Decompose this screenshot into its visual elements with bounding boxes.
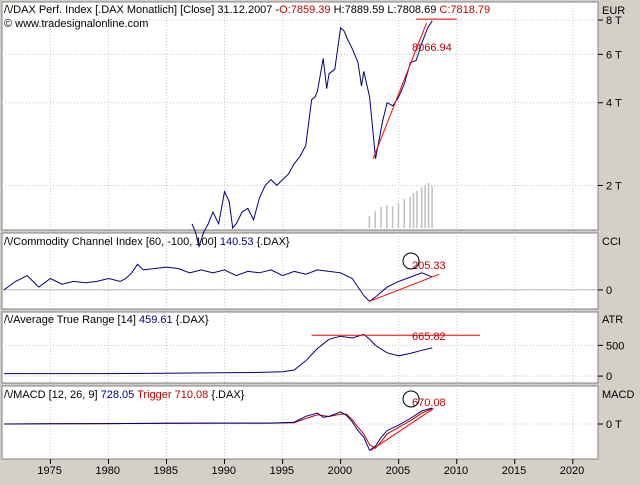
x-tick-label: 1975 (37, 465, 61, 477)
price-panel[interactable] (1, 1, 599, 231)
volume-bar (368, 216, 371, 228)
macd-symbol: {.DAX} (211, 389, 244, 401)
volume-bar (416, 190, 418, 228)
y-tick-label: 0 (606, 285, 612, 297)
x-tick-label: 1995 (270, 465, 294, 477)
volume-bar (380, 207, 382, 228)
cci-trend-line (369, 273, 440, 302)
price-annotation: 8066.94 (412, 42, 452, 54)
price-unit: EUR (602, 5, 625, 17)
price-trend-line (372, 22, 427, 159)
cci-icon: /\/ (4, 236, 14, 248)
atr-panel[interactable] (1, 311, 599, 384)
volume-bar (409, 196, 411, 228)
atr-title: /\/Average True Range [14] 459.61 {.DAX} (4, 314, 209, 326)
x-tick-label: 2000 (328, 465, 352, 477)
x-axis-area (2, 460, 598, 480)
macd-unit: MACD (602, 389, 634, 401)
volume-bar (412, 193, 415, 228)
price-title-text: DAX Perf. Index [.DAX Monatlich] [Close]… (13, 4, 279, 16)
atr-title-text: Average True Range [14] (13, 314, 136, 326)
volume-bar (427, 183, 430, 228)
x-tick-label: 2005 (386, 465, 410, 477)
cci-series-line (3, 263, 433, 302)
y-tick-label: 8 T (606, 15, 622, 27)
price-series-line (191, 20, 433, 249)
volume-bars (368, 183, 433, 228)
macd-trend-line (370, 408, 434, 451)
volume-bar (374, 211, 376, 228)
atr-series-line (4, 333, 433, 375)
macd-value: 728.05 (101, 389, 135, 401)
macd-title-text: MACD [12, 26, 9] (13, 389, 97, 401)
volume-bar (391, 206, 394, 228)
y-tick-label: 0 T (606, 419, 622, 431)
atr-symbol: {.DAX} (176, 314, 209, 326)
axis-ticks: 1975 1980 1985 1990 1995 2000 2005 2010 2015 2020… (37, 15, 624, 477)
cci-unit: CCI (602, 236, 621, 248)
atr-icon: /\/ (4, 314, 14, 326)
x-tick-label: 2010 (444, 465, 468, 477)
cci-value: 140.53 (220, 236, 254, 248)
y-tick-label: 4 T (606, 98, 622, 110)
macd-annotation: 670.08 (412, 397, 446, 409)
macd-icon: /\/ (4, 389, 14, 401)
y-tick-label: 2 T (606, 180, 622, 192)
atr-unit: ATR (602, 314, 623, 326)
macd-panel[interactable] (1, 385, 599, 460)
x-tick-label: 1990 (212, 465, 236, 477)
cci-highlight-circle (402, 252, 420, 270)
macd-highlight-circle (402, 390, 420, 408)
volume-bar (431, 186, 433, 228)
ohlc-close: C:7818.79 (439, 4, 490, 16)
series-lines (2, 18, 598, 452)
cci-title: /\/Commodity Channel Index [60, -100, 10… (4, 236, 290, 248)
macd-series-line (3, 407, 433, 452)
volume-bar (424, 184, 426, 228)
y-tick-label: 6 T (606, 49, 622, 61)
macd-trigger: Trigger 710.08 (137, 389, 208, 401)
ohlc-open: O:7859.39 (279, 4, 330, 16)
watermark: © www.tradesignalonline.com (4, 18, 148, 30)
cci-symbol: {.DAX} (257, 236, 290, 248)
cci-annotation: 205.33 (412, 260, 446, 272)
x-tick-label: 1985 (154, 465, 178, 477)
volume-bar (420, 187, 423, 228)
cci-panel[interactable] (1, 232, 599, 310)
ohlc-low: L:7808.69 (387, 4, 436, 16)
x-tick-label: 2015 (502, 465, 526, 477)
x-tick-label: 1980 (95, 465, 119, 477)
y-tick-label: 0 (606, 371, 612, 383)
ohlc-high: H:7889.59 (334, 4, 385, 16)
cci-title-text: Commodity Channel Index [60, -100, 100] (13, 236, 217, 248)
volume-bar (403, 199, 405, 228)
atr-value: 459.61 (139, 314, 173, 326)
price-title: /\/DAX Perf. Index [.DAX Monatlich] [Clo… (4, 4, 490, 16)
atr-annotation: 665.82 (412, 331, 446, 343)
y-tick-label: 500 (606, 340, 624, 352)
volume-bar (397, 202, 400, 228)
title-icon: /\/ (4, 4, 14, 16)
volume-bar (386, 205, 388, 228)
macd-title: /\/MACD [12, 26, 9] 728.05 Trigger 710.0… (4, 389, 245, 401)
x-tick-label: 2020 (560, 465, 584, 477)
